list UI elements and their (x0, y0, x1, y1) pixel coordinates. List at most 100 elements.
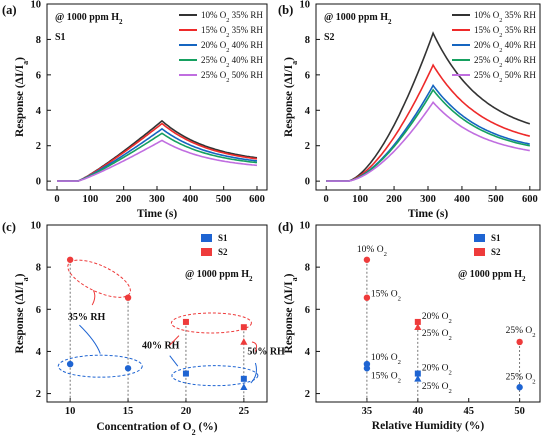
plot-frame (315, 224, 541, 403)
x-tick-label: 600 (249, 194, 265, 205)
data-point (414, 318, 421, 325)
x-tick-label: 35 (362, 406, 373, 417)
data-point (240, 375, 247, 382)
x-tick-label: 100 (82, 194, 98, 205)
legend-swatch (201, 234, 212, 242)
y-tick-label: 6 (36, 305, 41, 316)
x-tick-label: 45 (463, 406, 474, 417)
y-axis-label: Response (ΔI/Ia) (283, 273, 299, 353)
x-tick-label: 0 (324, 194, 329, 205)
data-point (66, 256, 74, 263)
y-tick-label: 8 (305, 35, 310, 46)
panel-label: (c) (2, 220, 16, 234)
y-tick-label: 8 (305, 263, 310, 274)
y-tick-label: 4 (305, 347, 311, 358)
annotation-arrow (169, 335, 180, 346)
y-tick-label: 8 (36, 35, 41, 46)
data-point (414, 323, 422, 330)
legend-swatch (474, 248, 485, 256)
data-point (182, 370, 189, 377)
data-point (124, 294, 132, 301)
rh-label: 50% RH (247, 347, 285, 358)
annotation-arrow (250, 362, 257, 384)
y-tick-label: 2 (305, 389, 310, 400)
y-tick-label: 0 (36, 177, 41, 188)
y-axis-label: Response (ΔI/Ia) (14, 57, 30, 137)
panel-2: (b) 0 100 200 300 400 500 600 0 2 4 6 8 10 Time (s) Res… (278, 0, 541, 220)
data-point (516, 384, 523, 391)
series-line (57, 132, 258, 182)
series-line (57, 119, 258, 182)
panel-1: (a) 0 100 200 300 400 500 600 0 2 4 6 8 10 Time (s) Res… (2, 0, 268, 220)
x-axis-label: Time (s) (408, 208, 449, 220)
x-axis-label: Concentration of O2 (%) (96, 421, 217, 437)
point-label: 15% O2 (371, 371, 401, 384)
annotation-arrow (169, 355, 179, 367)
point-label: 10% O2 (371, 353, 401, 366)
condition-annotation: @ 1000 ppm H2 (55, 12, 123, 26)
panel-3: (c) 10 15 20 25 2 4 6 8 10 Concentration of O2 (%)… (2, 220, 285, 437)
legend-label: 10% O2 35% RH (201, 10, 263, 24)
y-tick-label: 10 (31, 0, 42, 11)
series-line (57, 139, 258, 182)
group-ellipse (57, 354, 143, 378)
panel-label: (b) (278, 3, 293, 17)
y-tick-label: 4 (36, 347, 42, 358)
y-tick-label: 6 (305, 305, 310, 316)
data-point (363, 294, 371, 301)
legend-label: 20% O2 40% RH (474, 40, 536, 54)
group-ellipse (170, 312, 252, 334)
data-point (66, 360, 74, 368)
plot-frame (46, 224, 268, 403)
y-axis-label: Response (ΔI/Ia) (14, 273, 30, 353)
point-label: 10% O2 (357, 245, 387, 258)
y-tick-label: 4 (36, 106, 42, 117)
data-point (124, 365, 132, 372)
data-point (240, 338, 248, 345)
legend-label: 25% O2 40% RH (474, 55, 536, 69)
x-tick-label: 600 (522, 194, 538, 205)
x-axis-label: Relative Humidity (%) (372, 420, 485, 432)
x-tick-label: 400 (454, 194, 470, 205)
point-label: 25% O2 (422, 382, 452, 395)
legend-label: 15% O2 35% RH (201, 25, 263, 39)
x-tick-label: 15 (123, 406, 134, 417)
legend-swatch (474, 234, 485, 242)
data-point (240, 324, 247, 331)
data-point (363, 256, 371, 263)
annotation-arrow (251, 341, 258, 352)
x-tick-label: 100 (352, 194, 368, 205)
panel-4: (d) 35 40 45 50 2 4 6 8 10 Relative Humidity (%) Re… (278, 220, 541, 432)
panel-label: (a) (2, 3, 17, 17)
x-tick-label: 20 (181, 406, 192, 417)
legend-label: S2 (491, 247, 501, 257)
legend-label: S2 (218, 247, 228, 257)
y-tick-label: 10 (300, 0, 311, 11)
x-tick-label: 0 (54, 194, 59, 205)
y-tick-label: 2 (36, 141, 41, 152)
condition-annotation: @ 1000 ppm H2 (324, 12, 392, 26)
condition-annotation: @ 1000 ppm H2 (458, 269, 526, 283)
y-tick-label: 6 (305, 70, 310, 81)
point-label: 15% O2 (371, 290, 401, 303)
panel-label: (d) (278, 220, 293, 234)
data-point (182, 318, 189, 325)
series-line (326, 101, 530, 182)
x-tick-label: 200 (116, 194, 132, 205)
x-tick-label: 40 (413, 406, 424, 417)
annotation-arrow (79, 324, 101, 354)
y-tick-label: 8 (36, 263, 41, 274)
x-tick-label: 300 (149, 194, 165, 205)
y-tick-label: 10 (300, 221, 311, 232)
legend-label: 25% O2 50% RH (474, 70, 536, 84)
rh-label: 40% RH (142, 340, 180, 351)
data-point (240, 383, 248, 391)
data-point (516, 338, 523, 346)
rh-label: 35% RH (68, 312, 106, 323)
y-tick-label: 10 (31, 221, 42, 232)
point-label: 20% O2 (422, 312, 452, 325)
y-tick-label: 6 (36, 70, 41, 81)
legend-label: 25% O2 40% RH (201, 55, 263, 69)
y-tick-label: 0 (305, 177, 310, 188)
